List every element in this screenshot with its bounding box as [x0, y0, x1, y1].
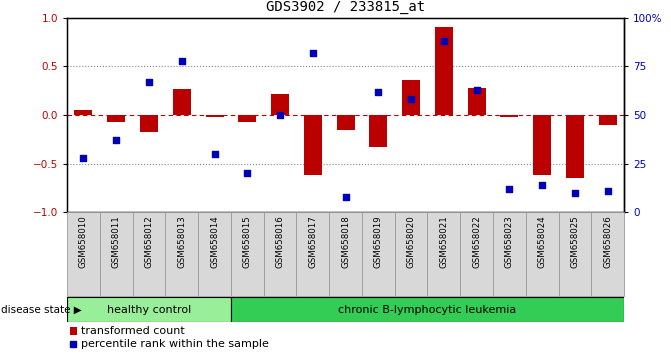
Bar — [133, 212, 165, 296]
Bar — [140, 115, 158, 132]
Bar — [337, 115, 354, 130]
Text: chronic B-lymphocytic leukemia: chronic B-lymphocytic leukemia — [338, 305, 517, 315]
Point — [340, 194, 351, 200]
Text: GSM658016: GSM658016 — [276, 215, 285, 268]
Point — [242, 171, 253, 176]
Text: GSM658023: GSM658023 — [505, 215, 514, 268]
Bar — [526, 212, 558, 296]
Point — [144, 79, 154, 85]
Text: GSM658010: GSM658010 — [79, 215, 88, 268]
Point — [307, 50, 318, 56]
Text: GSM658022: GSM658022 — [472, 215, 481, 268]
Point — [176, 58, 187, 63]
Text: disease state ▶: disease state ▶ — [1, 305, 82, 315]
Bar — [460, 212, 493, 296]
Bar — [468, 88, 486, 115]
Bar — [566, 115, 584, 178]
Bar — [493, 212, 526, 296]
Point — [570, 190, 580, 196]
Bar — [67, 297, 231, 322]
Bar — [591, 212, 624, 296]
Text: GSM658013: GSM658013 — [177, 215, 187, 268]
Text: GSM658024: GSM658024 — [537, 215, 547, 268]
Text: GSM658019: GSM658019 — [374, 215, 383, 268]
Bar — [558, 212, 591, 296]
Text: GSM658018: GSM658018 — [341, 215, 350, 268]
Bar — [304, 115, 322, 176]
Bar — [297, 212, 329, 296]
Text: healthy control: healthy control — [107, 305, 191, 315]
Bar — [231, 297, 624, 322]
Text: GSM658015: GSM658015 — [243, 215, 252, 268]
Point — [406, 97, 417, 102]
Text: GSM658021: GSM658021 — [440, 215, 448, 268]
Text: transformed count: transformed count — [81, 326, 185, 336]
Point — [111, 137, 121, 143]
Text: GSM658011: GSM658011 — [112, 215, 121, 268]
Bar — [74, 110, 93, 115]
Point — [471, 87, 482, 92]
Bar — [107, 115, 125, 122]
Text: GSM658026: GSM658026 — [603, 215, 612, 268]
Text: GSM658025: GSM658025 — [570, 215, 579, 268]
Point — [537, 182, 548, 188]
Bar — [264, 212, 297, 296]
Bar — [70, 326, 76, 335]
Bar — [329, 212, 362, 296]
Bar — [165, 212, 198, 296]
Bar — [533, 115, 551, 176]
Point — [504, 186, 515, 192]
Point — [603, 188, 613, 194]
Bar — [205, 115, 223, 117]
Point — [209, 151, 220, 157]
Bar — [198, 212, 231, 296]
Point — [373, 89, 384, 95]
Bar — [369, 115, 387, 147]
Text: GSM658012: GSM658012 — [144, 215, 154, 268]
Bar — [501, 115, 519, 117]
Text: percentile rank within the sample: percentile rank within the sample — [81, 339, 269, 349]
Bar — [599, 115, 617, 125]
Bar — [402, 80, 420, 115]
Bar — [435, 28, 453, 115]
Point — [274, 112, 285, 118]
Point — [438, 38, 449, 44]
Bar — [100, 212, 133, 296]
Bar — [427, 212, 460, 296]
Text: GSM658014: GSM658014 — [210, 215, 219, 268]
Bar — [172, 89, 191, 115]
Text: GSM658017: GSM658017 — [308, 215, 317, 268]
Bar — [271, 94, 289, 115]
Text: GSM658020: GSM658020 — [407, 215, 415, 268]
Bar — [362, 212, 395, 296]
Point — [78, 155, 89, 161]
Bar — [231, 212, 264, 296]
Title: GDS3902 / 233815_at: GDS3902 / 233815_at — [266, 0, 425, 14]
Bar — [67, 212, 100, 296]
Bar — [395, 212, 427, 296]
Bar — [238, 115, 256, 122]
